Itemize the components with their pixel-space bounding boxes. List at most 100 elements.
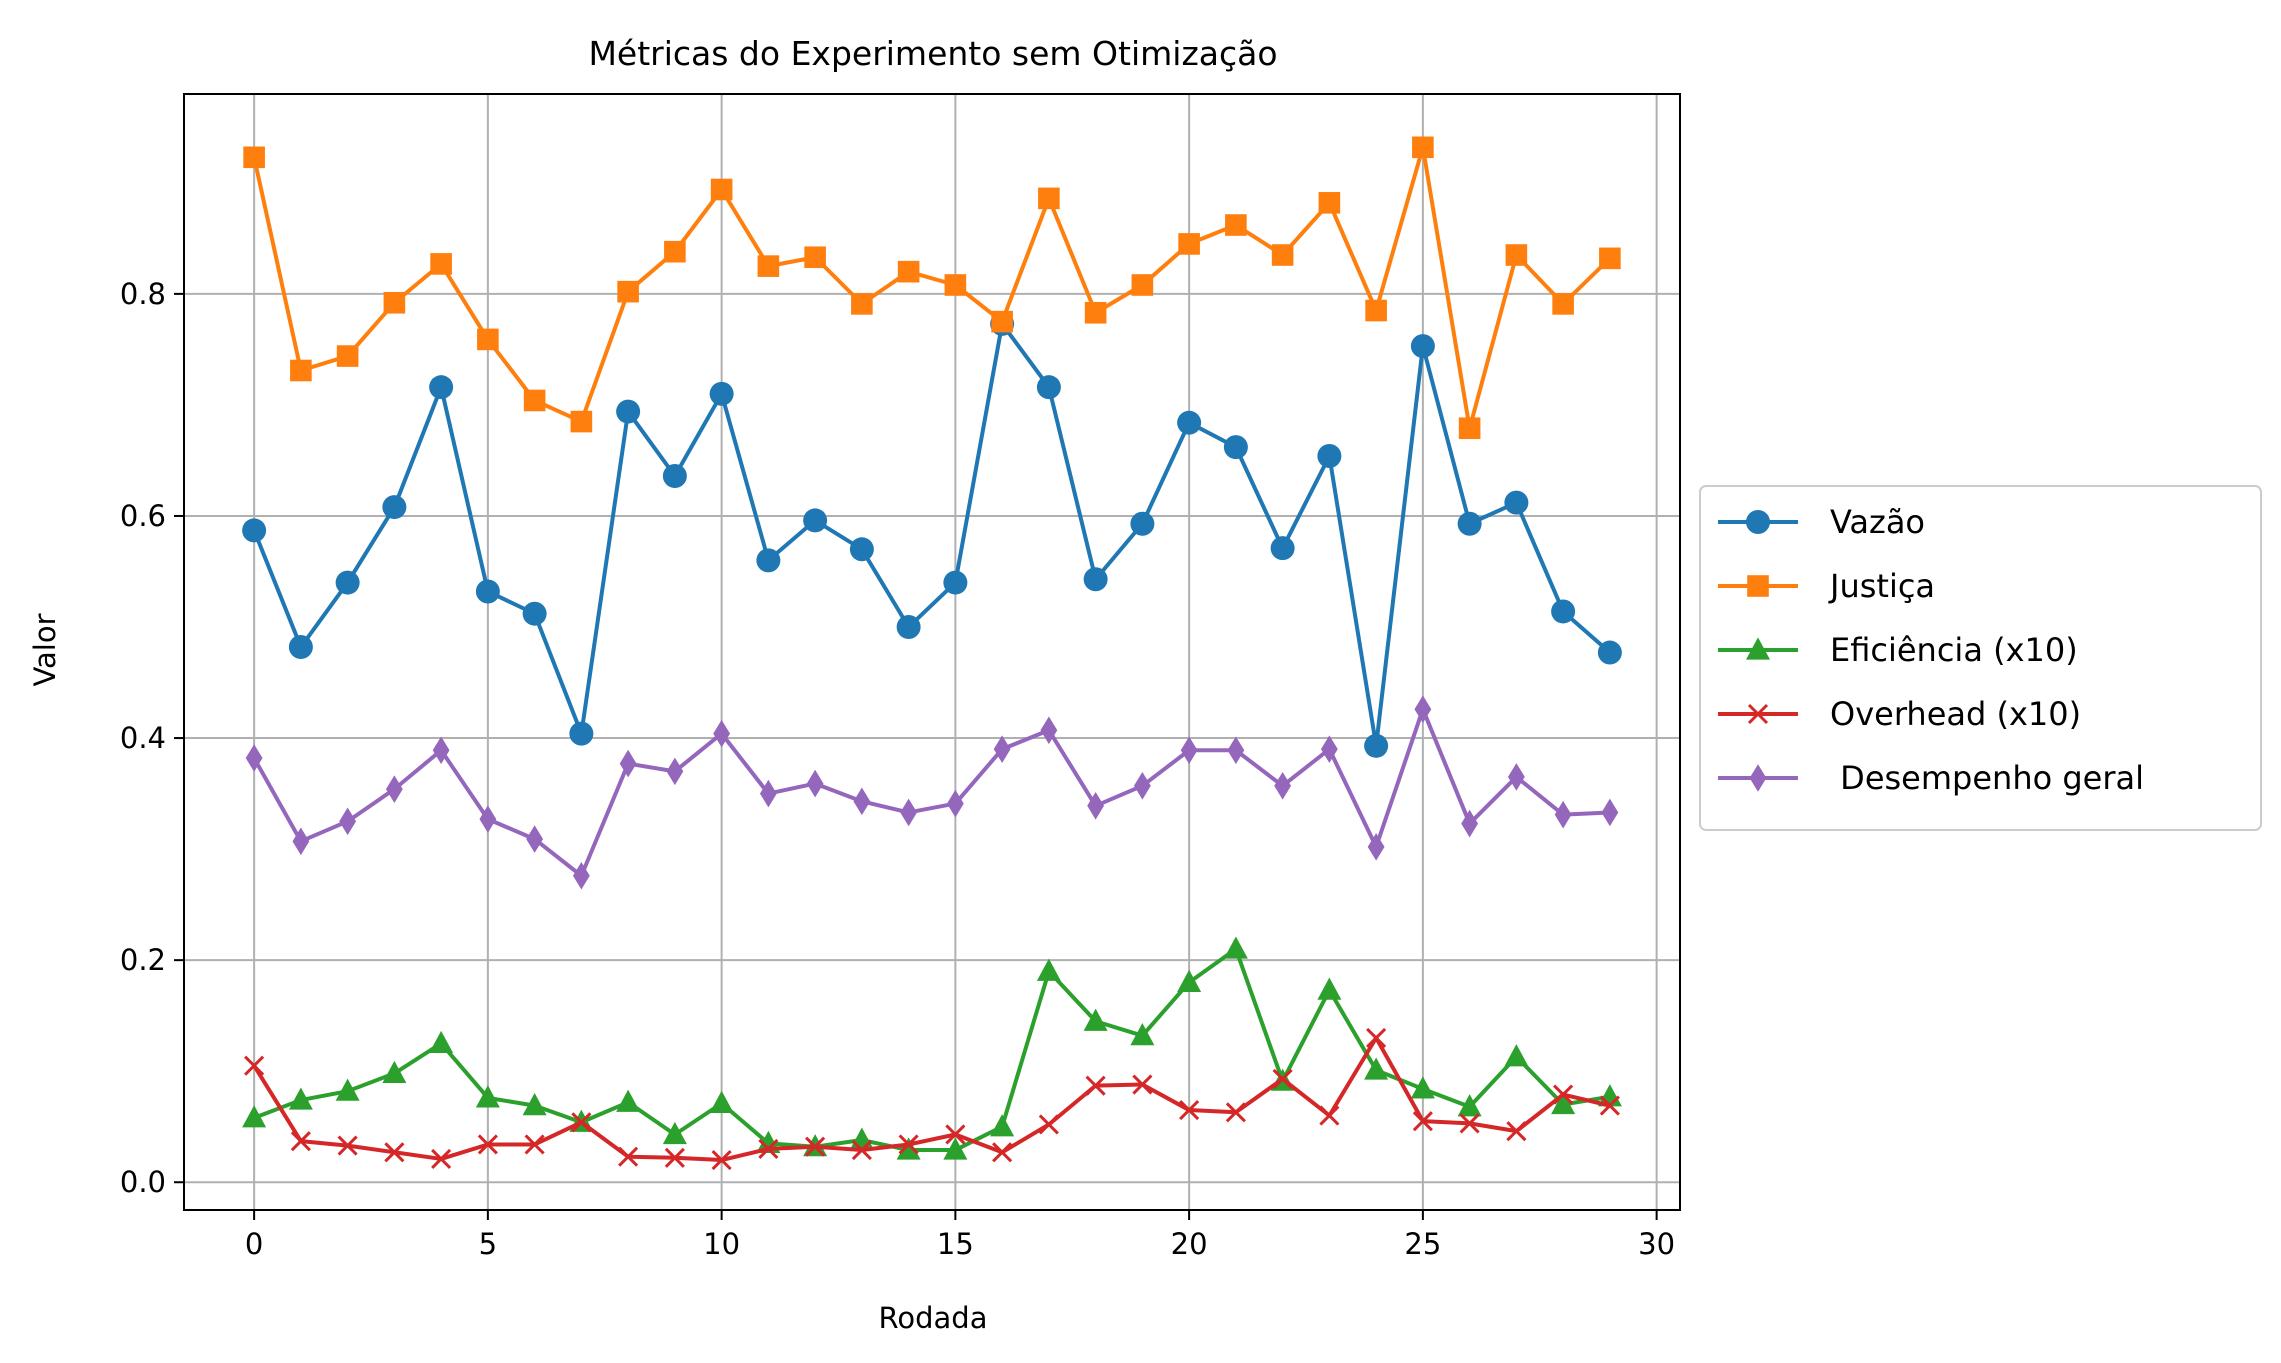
data-point: [1179, 1099, 1200, 1121]
data-point: [1227, 736, 1245, 765]
data-point: [1364, 1057, 1389, 1080]
axes: 0 5 10 15 20 25 30 0.0 0.2 0.4 0.6 0.8: [120, 277, 1675, 1261]
data-point: [1504, 490, 1529, 515]
data-point: [945, 1124, 966, 1145]
data-point: [1272, 1068, 1293, 1090]
data-point: [944, 274, 967, 296]
series-line: [252, 1035, 1611, 1163]
data-point: [339, 807, 357, 836]
data-point: [900, 798, 918, 827]
data-point: [666, 757, 684, 786]
data-point: [288, 635, 313, 660]
data-point: [384, 1142, 405, 1163]
data-point: [1271, 244, 1294, 266]
x-tick-label: 15: [937, 1227, 974, 1261]
series-line: [252, 707, 1610, 878]
legend-marker: [1747, 703, 1769, 725]
data-point: [475, 579, 500, 604]
data-point: [709, 1090, 734, 1113]
data-point: [1132, 1074, 1153, 1095]
data-point: [616, 1089, 641, 1112]
data-point: [245, 744, 263, 772]
legend-marker: [1746, 637, 1770, 660]
data-point: [1599, 1095, 1620, 1116]
x-tick-label: 30: [1638, 1227, 1675, 1261]
data-point: [523, 389, 546, 412]
data-point: [569, 721, 594, 746]
legend-item: Desempenho geral: [1718, 759, 2144, 797]
data-point: [1036, 958, 1061, 981]
data-point: [524, 1134, 545, 1155]
grid: [184, 94, 1680, 1210]
data-point: [571, 1112, 592, 1133]
data-point: [335, 570, 360, 595]
data-point: [849, 537, 874, 562]
data-point: [1084, 301, 1107, 324]
data-point: [1461, 809, 1479, 838]
legend: Vazão Justiça Eficiência (x10) Overhead (x1…: [1699, 485, 2262, 831]
data-point: [806, 769, 824, 798]
data-point: [1364, 733, 1389, 758]
data-point: [1554, 800, 1572, 829]
data-point: [1274, 772, 1292, 800]
data-point: [896, 615, 921, 640]
x-axis-label: Rodada: [879, 1301, 988, 1335]
data-point: [526, 825, 544, 853]
data-point: [429, 1030, 454, 1054]
y-tick-label: 0.8: [120, 277, 166, 311]
data-point: [1365, 299, 1387, 322]
data-point: [664, 1147, 685, 1168]
y-axis-label: Valor: [28, 613, 62, 686]
data-point: [1085, 1075, 1106, 1096]
data-point: [475, 1085, 500, 1108]
data-point: [1507, 763, 1525, 791]
data-point: [991, 310, 1013, 333]
legend-label: Overhead (x10): [1830, 695, 2081, 733]
data-point: [1366, 1027, 1387, 1048]
legend-item: Vazão: [1718, 503, 1925, 541]
data-point: [430, 253, 452, 275]
data-point: [1318, 192, 1341, 214]
data-point: [990, 1114, 1015, 1137]
plot-frame: [183, 93, 1681, 1211]
data-point: [662, 1121, 687, 1145]
data-point: [993, 735, 1011, 763]
data-point: [898, 1134, 919, 1155]
data-point: [337, 1135, 358, 1156]
data-point: [522, 601, 547, 626]
x-tick-label: 10: [703, 1227, 740, 1261]
legend-item: Eficiência (x10): [1718, 631, 2078, 669]
data-point: [1410, 334, 1435, 359]
x-tick-label: 5: [479, 1227, 497, 1261]
data-point: [1133, 772, 1151, 800]
data-point: [853, 787, 871, 816]
data-point: [432, 736, 450, 765]
data-point: [804, 246, 826, 269]
data-point: [336, 345, 359, 367]
data-point: [242, 518, 267, 543]
data-point: [477, 328, 499, 351]
data-point: [803, 508, 828, 533]
data-point: [711, 1149, 732, 1171]
data-point: [570, 410, 593, 433]
data-point: [244, 1055, 265, 1076]
legend-marker: [1747, 575, 1769, 597]
data-point: [617, 280, 639, 303]
data-point: [1412, 136, 1434, 159]
data-point: [1038, 187, 1060, 210]
data-point: [710, 178, 733, 201]
legend-marker: [1749, 764, 1767, 792]
data-point: [1414, 695, 1432, 723]
data-point: [943, 570, 968, 595]
y-tick-label: 0.2: [120, 943, 166, 977]
data-point: [1504, 1044, 1529, 1067]
data-point: [1551, 599, 1576, 624]
data-point: [1270, 536, 1295, 561]
data-point: [1040, 716, 1058, 745]
data-point: [1223, 936, 1248, 959]
data-point: [1087, 791, 1105, 820]
data-point: [1457, 511, 1482, 536]
data-point: [1177, 410, 1202, 435]
data-point: [382, 495, 407, 520]
data-point: [431, 1148, 452, 1169]
